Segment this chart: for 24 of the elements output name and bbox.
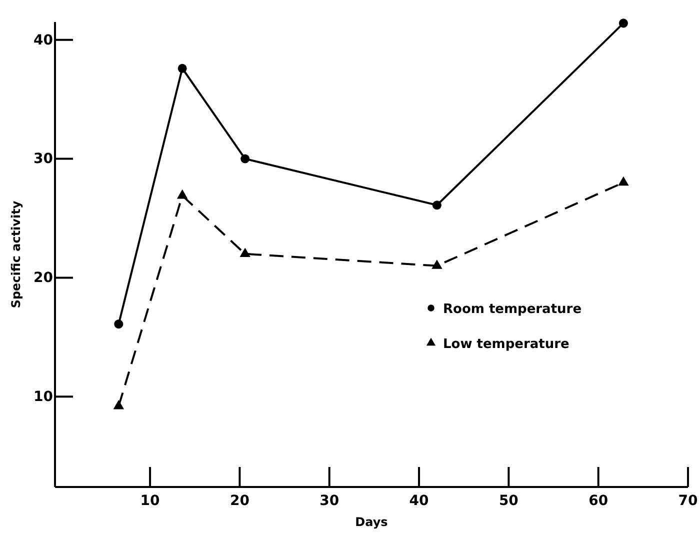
legend-label: Room temperature <box>443 302 582 317</box>
point <box>618 18 628 28</box>
point <box>618 176 629 186</box>
x-tick-label: 30 <box>320 492 340 509</box>
point <box>432 260 442 269</box>
y-tick-label: 40 <box>34 32 54 48</box>
legend-label: Low temperature <box>443 337 570 352</box>
y-tick-label: 30 <box>34 151 54 168</box>
point <box>432 200 442 210</box>
x-axis-title: Days <box>355 515 388 529</box>
x-tick-label: 50 <box>498 492 519 509</box>
x-tick-label: 40 <box>409 492 430 509</box>
y-axis-title: Specific activity <box>9 200 23 308</box>
y-tick-label: 20 <box>34 270 54 286</box>
x-tick-label: 10 <box>140 492 160 509</box>
y-tick-label: 10 <box>34 389 54 406</box>
x-tick-label: 70 <box>678 492 698 509</box>
point <box>178 64 187 73</box>
x-tick-label: 60 <box>588 492 608 509</box>
point <box>240 154 250 164</box>
x-tick-label: 20 <box>230 492 250 509</box>
point <box>176 189 188 199</box>
point <box>113 400 124 410</box>
point <box>240 248 250 258</box>
